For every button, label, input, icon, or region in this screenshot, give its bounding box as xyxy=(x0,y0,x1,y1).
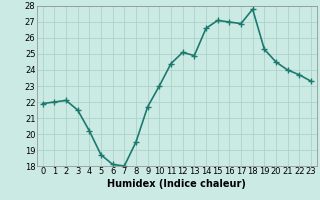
X-axis label: Humidex (Indice chaleur): Humidex (Indice chaleur) xyxy=(108,179,246,189)
